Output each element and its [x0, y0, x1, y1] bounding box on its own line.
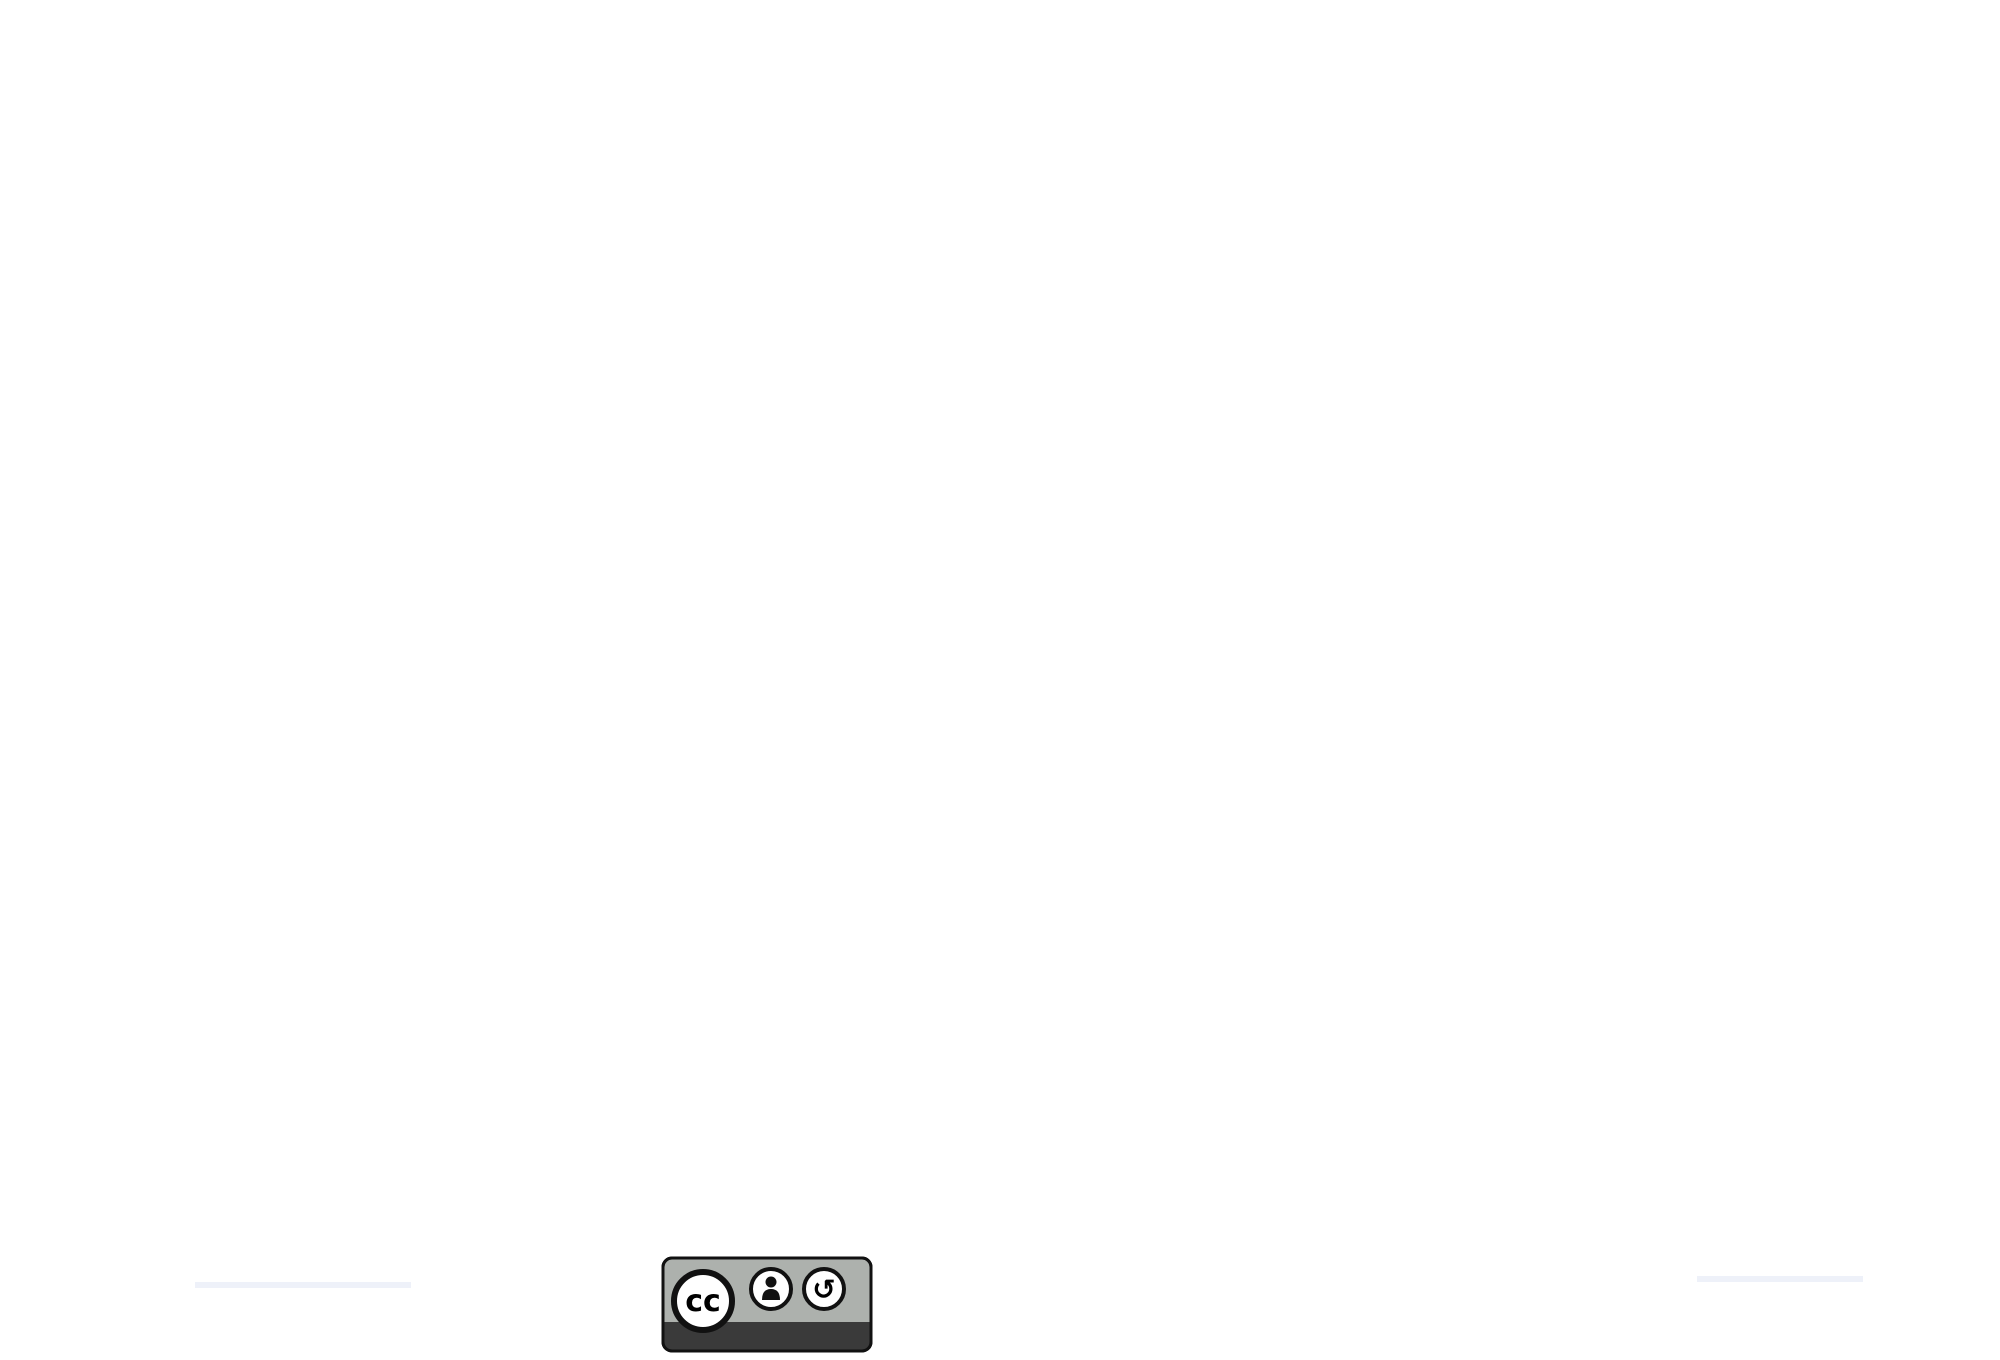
reference-height-note: [195, 1282, 411, 1288]
cc-license-badge: cc ↺: [661, 1256, 873, 1353]
wv-calibration-note: [1697, 1276, 1863, 1282]
svg-text:↺: ↺: [812, 1273, 835, 1306]
share-alike-icon: [802, 1267, 846, 1311]
cc-icon-label: cc: [685, 1284, 721, 1319]
cc-icon: [671, 1269, 735, 1333]
